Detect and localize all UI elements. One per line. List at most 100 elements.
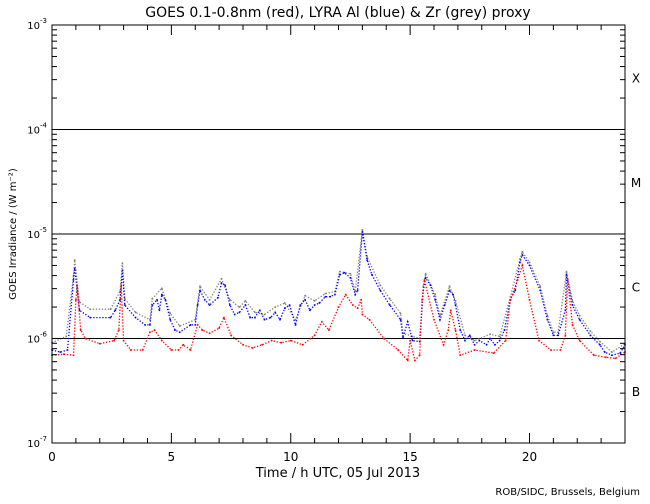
data-point xyxy=(619,352,622,354)
data-point xyxy=(177,349,180,351)
data-point xyxy=(478,339,481,342)
data-point xyxy=(356,307,359,309)
data-point xyxy=(121,269,124,272)
x-tick-label: 20 xyxy=(522,450,537,464)
data-point xyxy=(521,264,524,267)
data-point xyxy=(454,304,457,306)
data-point xyxy=(194,318,197,321)
data-point xyxy=(546,318,549,321)
data-point xyxy=(599,340,601,343)
data-point xyxy=(78,301,81,303)
data-point xyxy=(550,349,552,351)
data-point xyxy=(473,343,476,346)
data-point xyxy=(503,329,506,331)
data-series xyxy=(51,229,626,362)
data-point xyxy=(251,347,254,349)
data-point xyxy=(409,339,411,342)
data-point xyxy=(546,314,549,317)
data-point xyxy=(459,329,462,331)
data-point xyxy=(459,354,462,357)
data-point xyxy=(122,339,125,342)
data-point xyxy=(63,353,65,355)
data-point xyxy=(324,292,327,295)
flare-class-label: B xyxy=(632,385,640,399)
data-point xyxy=(120,284,123,287)
data-point xyxy=(89,316,91,319)
data-point xyxy=(84,337,87,340)
data-point xyxy=(201,329,204,331)
data-point xyxy=(528,264,531,267)
data-point xyxy=(494,343,496,346)
data-point xyxy=(244,300,247,302)
data-point xyxy=(274,306,277,308)
flare-class-label: C xyxy=(632,280,640,294)
data-point xyxy=(169,312,171,315)
data-point xyxy=(571,300,574,302)
data-point xyxy=(189,324,192,326)
data-point xyxy=(283,307,286,309)
chart-title: GOES 0.1-0.8nm (red), LYRA Al (blue) & Z… xyxy=(145,5,530,21)
data-point xyxy=(66,349,69,351)
data-point xyxy=(397,349,399,351)
data-point xyxy=(313,304,316,306)
data-point xyxy=(421,299,423,301)
data-point xyxy=(224,284,226,287)
data-point xyxy=(361,229,364,231)
data-point xyxy=(313,334,316,337)
data-point xyxy=(196,304,199,306)
data-point xyxy=(119,299,121,301)
data-point xyxy=(538,339,540,342)
data-point xyxy=(279,318,281,321)
data-point xyxy=(356,289,359,292)
data-point xyxy=(603,351,606,353)
data-point xyxy=(329,295,331,298)
data-point xyxy=(566,279,569,281)
data-point xyxy=(124,297,126,300)
data-point xyxy=(354,293,357,296)
y-axis-label: GOES Irradiance / (W m⁻²) xyxy=(8,168,19,300)
data-point xyxy=(389,297,391,300)
data-point xyxy=(174,329,176,331)
data-point xyxy=(509,299,512,301)
data-point xyxy=(274,311,277,314)
data-point xyxy=(349,272,352,275)
series-goes-0-1-0-8nm xyxy=(51,262,626,362)
y-tick-label: 10 xyxy=(27,126,40,137)
data-point xyxy=(301,343,304,346)
data-point xyxy=(98,342,101,345)
data-point xyxy=(498,339,501,342)
data-point xyxy=(452,293,454,296)
data-point xyxy=(559,349,562,351)
data-point xyxy=(208,332,211,335)
data-point xyxy=(129,349,132,351)
data-point xyxy=(238,306,241,308)
data-point xyxy=(399,312,402,315)
data-point xyxy=(263,318,266,321)
y-tick-label: 10 xyxy=(27,439,40,450)
data-point xyxy=(161,293,163,296)
data-point xyxy=(149,324,151,326)
data-point xyxy=(611,351,613,353)
y-tick-label: 10 xyxy=(27,21,40,32)
data-point xyxy=(217,296,219,299)
data-point xyxy=(149,318,151,321)
data-point xyxy=(439,314,441,317)
data-point xyxy=(379,284,382,287)
data-point xyxy=(593,354,595,357)
credit-text: ROB/SIDC, Brussels, Belgium xyxy=(495,487,640,498)
y-tick-label: 10 xyxy=(27,335,40,346)
data-point xyxy=(504,339,507,342)
data-point xyxy=(134,316,137,319)
data-point xyxy=(383,337,385,340)
data-point xyxy=(521,254,524,256)
data-point xyxy=(229,304,231,306)
data-point xyxy=(443,304,446,306)
data-point xyxy=(571,324,574,326)
data-point xyxy=(464,339,466,342)
data-point xyxy=(473,339,476,342)
data-point xyxy=(208,299,211,301)
data-point xyxy=(344,293,347,296)
data-point xyxy=(263,313,266,316)
data-point xyxy=(59,351,62,353)
